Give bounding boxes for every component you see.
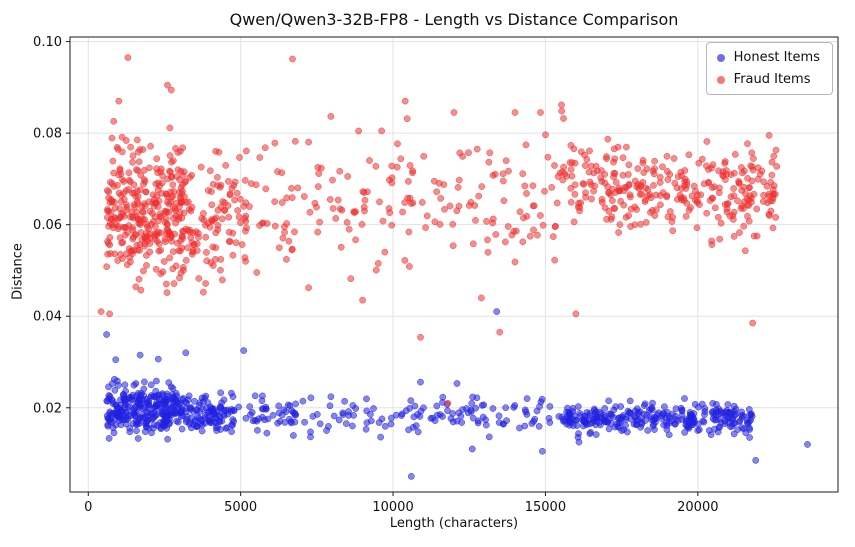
axis-ticks: 0 5000 10000 15000 20000 0.02 0.04 0.06 0.08 0.10 — [33, 35, 718, 515]
y-axis-label: Distance — [10, 243, 26, 300]
x-axis-label: Length (characters) — [389, 516, 519, 531]
svg-text:10000: 10000 — [372, 500, 413, 515]
svg-text:0.04: 0.04 — [33, 310, 62, 325]
legend: Honest Items Fraud Items — [705, 42, 833, 95]
legend-label-fraud: Fraud Items — [733, 72, 811, 87]
legend-label-honest: Honest Items — [733, 50, 820, 65]
honest-items-points — [103, 308, 811, 480]
honest-series-marker-icon — [716, 53, 725, 62]
svg-text:0.02: 0.02 — [33, 401, 62, 416]
svg-text:0.08: 0.08 — [33, 127, 62, 142]
fraud-items-points — [97, 54, 781, 407]
svg-text:5000: 5000 — [224, 500, 257, 515]
fraud-series-marker-icon — [716, 75, 725, 84]
chart-title: Qwen/Qwen3-32B-FP8 - Length vs Distance … — [229, 10, 679, 29]
svg-text:15000: 15000 — [525, 500, 566, 515]
legend-item-honest: Honest Items — [716, 50, 820, 65]
svg-text:0.10: 0.10 — [33, 35, 62, 50]
legend-item-fraud: Fraud Items — [716, 72, 820, 87]
svg-text:0.06: 0.06 — [33, 218, 62, 233]
svg-text:20000: 20000 — [677, 500, 718, 515]
svg-text:0: 0 — [84, 500, 92, 515]
